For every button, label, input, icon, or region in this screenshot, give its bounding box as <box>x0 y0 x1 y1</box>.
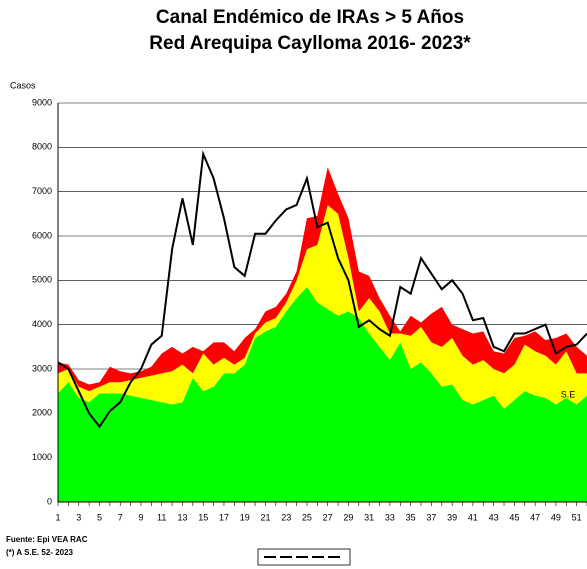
x-tick-label: 25 <box>302 512 312 522</box>
y-tick-label: 2000 <box>32 408 52 418</box>
x-tick-label: 7 <box>118 512 123 522</box>
y-tick-label: 0 <box>47 496 52 506</box>
x-tick-label: 43 <box>489 512 499 522</box>
x-tick-label: 15 <box>198 512 208 522</box>
x-tick-label: 23 <box>281 512 291 522</box>
x-tick-label: 51 <box>572 512 582 522</box>
y-tick-label: 4000 <box>32 319 52 329</box>
x-tick-label: 37 <box>426 512 436 522</box>
annotation: S.E <box>561 389 576 399</box>
x-tick-label: 13 <box>177 512 187 522</box>
y-tick-label: 5000 <box>32 275 52 285</box>
x-tick-label: 49 <box>551 512 561 522</box>
y-tick-label: 9000 <box>32 97 52 107</box>
y-tick-label: 7000 <box>32 186 52 196</box>
y-tick-label: 8000 <box>32 142 52 152</box>
area <box>58 204 587 409</box>
plot <box>57 102 587 503</box>
note: (*) A S.E. 52- 2023 <box>6 548 74 557</box>
note: Fuente: Epi VEA RAC <box>6 535 88 544</box>
chart-title: Canal Endémico de IRAs > 5 Años <box>156 7 464 28</box>
x-tick-label: 29 <box>343 512 353 522</box>
x-tick-label: 45 <box>509 512 519 522</box>
x-tick-label: 39 <box>447 512 457 522</box>
chart-subtitle: Red Arequipa Caylloma 2016- 2023* <box>149 33 471 54</box>
x-tick-label: 33 <box>385 512 395 522</box>
y-tick-label: 6000 <box>32 230 52 240</box>
x-tick-label: 27 <box>323 512 333 522</box>
x-tick-label: 31 <box>364 512 374 522</box>
x-tick-label: 17 <box>219 512 229 522</box>
line <box>57 150 587 429</box>
x-tick-label: 35 <box>406 512 416 522</box>
y-axis-label: Casos <box>10 80 36 90</box>
x-tick-label: 9 <box>138 512 143 522</box>
x-tick-label: 11 <box>157 512 166 522</box>
y-tick-label: 1000 <box>32 452 52 462</box>
legend <box>257 548 351 566</box>
y-tick-label: 3000 <box>32 363 52 373</box>
x-tick-label: 41 <box>468 512 478 522</box>
x-tick-label: 1 <box>55 512 60 522</box>
area <box>58 167 587 392</box>
x-tick-label: 47 <box>530 512 540 522</box>
x-tick-label: 21 <box>260 512 270 522</box>
x-tick-label: 5 <box>97 512 102 522</box>
x-tick-label: 3 <box>76 512 81 522</box>
area <box>58 286 587 502</box>
x-tick-label: 19 <box>240 512 250 522</box>
